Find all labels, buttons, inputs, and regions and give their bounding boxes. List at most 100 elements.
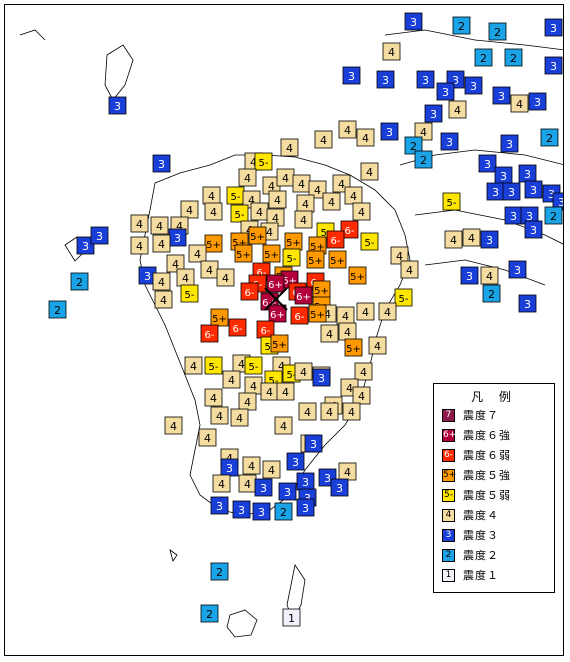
station-marker: 3 (138, 266, 157, 285)
legend-swatch: 7 (442, 408, 455, 422)
station-marker-box (436, 82, 455, 101)
station-marker: 6+ (268, 304, 287, 323)
station-marker: 4 (294, 362, 313, 381)
station-marker: 3 (518, 294, 537, 313)
station-marker-label: 4 (194, 248, 201, 261)
station-marker: 4 (276, 168, 295, 187)
station-marker-label: 4 (170, 420, 177, 433)
station-marker-box (482, 284, 501, 303)
station-marker-box (180, 284, 199, 303)
legend-swatch: 5- (442, 488, 455, 502)
station-marker-label: 4 (274, 194, 281, 207)
station-marker: 4 (338, 322, 357, 341)
station-marker-label: 4 (216, 410, 223, 423)
station-marker-label: 4 (222, 272, 229, 285)
station-marker-label: 3 (348, 70, 355, 83)
station-marker: 4 (444, 230, 463, 249)
station-marker-label: 4 (268, 464, 275, 477)
station-marker-box (368, 336, 387, 355)
station-marker-box (244, 356, 263, 375)
station-marker-box (414, 150, 433, 169)
legend-swatch: 6+ (442, 428, 457, 442)
station-marker-label: 5+ (310, 310, 325, 321)
station-marker: 3 (502, 182, 521, 201)
legend-swatch: 3 (442, 528, 455, 542)
station-marker: 3 (518, 164, 537, 183)
station-marker-box (268, 190, 287, 209)
station-marker: 3 (436, 82, 455, 101)
station-marker-label: 4 (280, 420, 287, 433)
station-marker-box (210, 308, 229, 327)
station-marker-label: 4 (374, 340, 381, 353)
station-marker-box (268, 304, 287, 323)
station-marker-label: 5+ (212, 314, 227, 325)
station-marker: 3 (380, 122, 399, 141)
station-marker-label: 3 (550, 22, 557, 35)
station-marker-box (130, 236, 149, 255)
station-marker-label: 3 (238, 504, 245, 517)
station-marker-box (296, 498, 315, 517)
station-marker: 4 (448, 100, 467, 119)
station-marker-label: 4 (350, 190, 357, 203)
station-marker: 4 (296, 194, 315, 213)
station-marker: 3 (220, 458, 239, 477)
station-marker-label: 5- (399, 294, 409, 305)
station-marker-label: 4 (298, 178, 305, 191)
station-marker-label: 4 (366, 166, 373, 179)
station-marker-box (262, 244, 281, 263)
station-marker: 3 (232, 500, 251, 519)
station-marker: 3 (416, 70, 435, 89)
station-marker-label: 3 (492, 186, 499, 199)
station-marker-label: 4 (228, 374, 235, 387)
legend-label: 震度４ (463, 509, 499, 522)
station-marker-label: 3 (216, 500, 223, 513)
station-marker-label: 4 (238, 358, 245, 371)
station-marker-box (154, 290, 173, 309)
station-marker-label: 6- (261, 326, 271, 337)
station-marker-label: 4 (250, 156, 257, 169)
station-marker: 4 (242, 456, 261, 475)
legend-swatch: 2 (442, 548, 455, 562)
station-marker: 5+ (262, 244, 281, 263)
station-marker-box (164, 416, 183, 435)
station-marker: 4 (250, 202, 269, 221)
station-marker-box (198, 428, 217, 447)
station-marker: 5+ (234, 244, 253, 263)
station-marker: 4 (198, 428, 217, 447)
station-marker: 2 (474, 48, 493, 67)
station-marker-box (312, 368, 331, 387)
station-marker-label: 2 (494, 26, 501, 39)
station-marker-box (378, 302, 397, 321)
station-marker: 4 (238, 474, 257, 493)
legend-item: 7 震度７ (442, 406, 499, 424)
station-marker-label: 4 (300, 214, 307, 227)
station-marker-label: 3 (318, 372, 325, 385)
station-marker-box (524, 220, 543, 239)
station-marker: 4 (130, 236, 149, 255)
station-marker-label: 6+ (268, 280, 283, 291)
station-marker: 3 (524, 180, 543, 199)
station-marker-label: 3 (530, 224, 537, 237)
station-marker-label: 3 (114, 100, 121, 113)
station-marker: 2 (452, 16, 471, 35)
station-marker-box (504, 48, 523, 67)
station-marker: 3 (500, 134, 519, 153)
station-marker: 5+ (270, 334, 289, 353)
station-marker-label: 4 (136, 240, 143, 253)
legend-label: 震度６弱 (463, 449, 511, 462)
station-marker-box (278, 482, 297, 501)
station-marker-box (354, 362, 373, 381)
station-marker: 3 (464, 76, 483, 95)
station-marker-box (306, 250, 325, 269)
station-marker-box (344, 338, 363, 357)
station-marker-label: 3 (524, 298, 531, 311)
station-marker-label: 2 (410, 140, 417, 153)
station-marker: 4 (260, 382, 279, 401)
station-marker-label: 3 (486, 234, 493, 247)
station-marker-box (348, 266, 367, 285)
station-marker: 4 (390, 246, 409, 265)
station-marker: 4 (230, 408, 249, 427)
legend-item: 3 震度３ (442, 526, 499, 544)
station-marker-label: 4 (282, 172, 289, 185)
station-marker-box (322, 192, 341, 211)
